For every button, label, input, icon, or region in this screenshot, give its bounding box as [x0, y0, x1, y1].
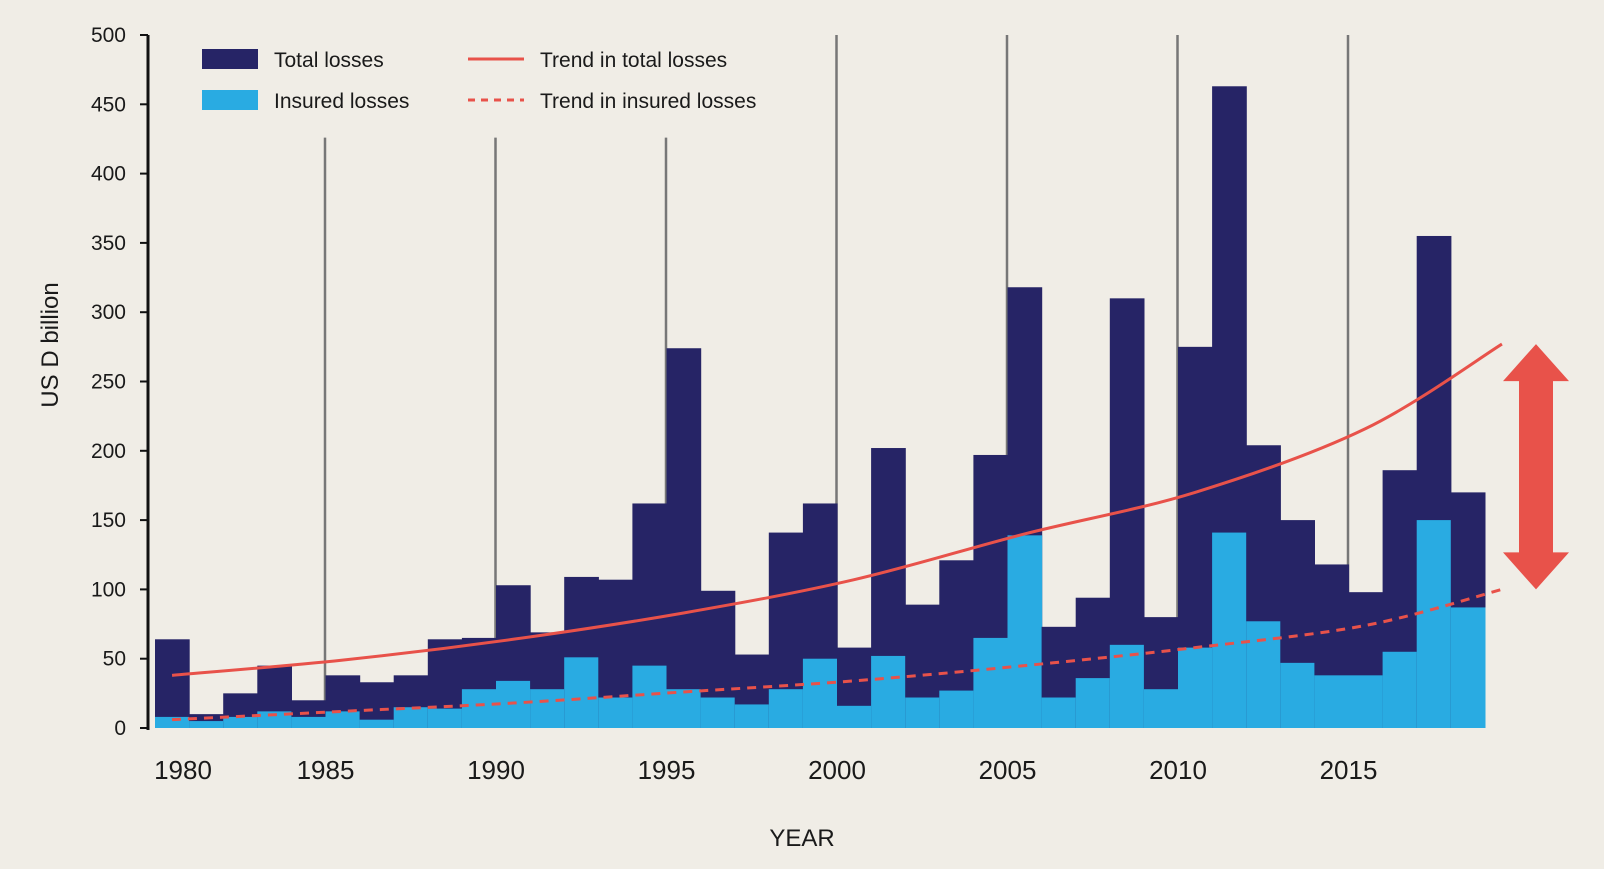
insured-bar-1989	[461, 689, 497, 728]
insured-bar-2016	[1382, 651, 1418, 728]
y-tick-label-350: 350	[91, 232, 126, 255]
insured-bar-2005	[1007, 535, 1043, 728]
legend-label-trend-in-total-losses: Trend in total losses	[540, 49, 727, 72]
insured-bar-2004	[973, 637, 1009, 728]
y-tick-label-500: 500	[91, 24, 126, 47]
insured-bar-1992	[564, 657, 599, 728]
insured-bar-2014	[1314, 675, 1350, 728]
y-tick-label-100: 100	[91, 578, 126, 601]
insured-bar-1991	[530, 689, 565, 728]
insured-bar-2001	[871, 655, 906, 728]
insured-bar-1984	[291, 716, 327, 728]
insured-bar-1986	[359, 719, 395, 728]
insured-bar-2008	[1109, 644, 1145, 728]
insured-bar-2013	[1280, 662, 1315, 728]
insured-bar-1988	[427, 708, 463, 728]
insured-bar-1982	[223, 716, 258, 728]
x-tick-label-2015: 2015	[1320, 755, 1378, 785]
bars-layer	[155, 86, 1486, 729]
y-tick-label-300: 300	[91, 301, 126, 324]
insured-bar-1993	[598, 697, 633, 728]
insured-bar-1987	[393, 707, 429, 728]
y-tick-label-50: 50	[103, 648, 126, 671]
insured-bar-2007	[1075, 678, 1111, 728]
insured-bar-2003	[939, 690, 974, 728]
legend-label-total-losses: Total losses	[274, 49, 384, 72]
difference-arrow	[1503, 344, 1569, 590]
total-bar-1980	[155, 639, 190, 728]
insured-bar-2018	[1450, 607, 1486, 728]
insured-bar-2010	[1178, 647, 1213, 728]
x-tick-label-2000: 2000	[808, 755, 866, 785]
x-tick-label-1985: 1985	[297, 755, 355, 785]
insured-bar-1981	[189, 721, 224, 728]
insured-bar-2017	[1416, 520, 1452, 728]
legend-swatch-insured-losses	[202, 90, 258, 110]
insured-bar-2006	[1041, 697, 1077, 728]
total-bar-1995	[666, 348, 702, 728]
legend: Total losses Insured losses Trend in total…	[202, 49, 756, 113]
axes: 0 50 100 150 200 250 300 350 400 450 500 1980 1985 19…	[37, 24, 1377, 852]
y-tick-label-400: 400	[91, 163, 126, 186]
insured-bar-1998	[768, 689, 804, 728]
gap-arrow	[1503, 344, 1569, 590]
y-tick-label-450: 450	[91, 93, 126, 116]
trend-insured-line	[171, 587, 1503, 722]
y-tick-label-0: 0	[114, 717, 126, 740]
insured-bar-1985	[325, 711, 361, 728]
insured-bar-1995	[666, 689, 702, 728]
trend-layer	[171, 342, 1503, 722]
y-tick-label-200: 200	[91, 440, 126, 463]
insured-bar-1994	[632, 665, 668, 728]
legend-label-insured-losses: Insured losses	[274, 90, 409, 113]
y-tick-label-150: 150	[91, 509, 126, 532]
insured-bar-1980	[155, 716, 190, 728]
insured-bar-1996	[700, 697, 736, 728]
insured-bar-1983	[257, 711, 292, 728]
insured-bar-2002	[905, 697, 940, 728]
vertical-markers	[323, 35, 1350, 728]
legend-label-trend-in-insured-losses: Trend in insured losses	[540, 90, 756, 113]
x-tick-label-1990: 1990	[467, 755, 525, 785]
insured-bar-1997	[734, 704, 770, 728]
trend-total-line	[171, 342, 1503, 677]
insured-bar-2000	[837, 705, 872, 728]
insured-bar-2015	[1348, 675, 1384, 728]
x-axis-title: YEAR	[769, 825, 834, 852]
insured-bar-2011	[1212, 532, 1247, 728]
x-tick-label-2010: 2010	[1149, 755, 1207, 785]
x-tick-label-2005: 2005	[979, 755, 1037, 785]
y-axis-title: US D billion	[37, 282, 64, 407]
insured-bar-2009	[1143, 689, 1179, 728]
x-tick-label-1980: 1980	[154, 755, 212, 785]
insured-bar-1999	[802, 658, 838, 728]
y-tick-label-250: 250	[91, 371, 126, 394]
legend-swatch-total-losses	[202, 49, 258, 69]
x-tick-label-1995: 1995	[638, 755, 696, 785]
